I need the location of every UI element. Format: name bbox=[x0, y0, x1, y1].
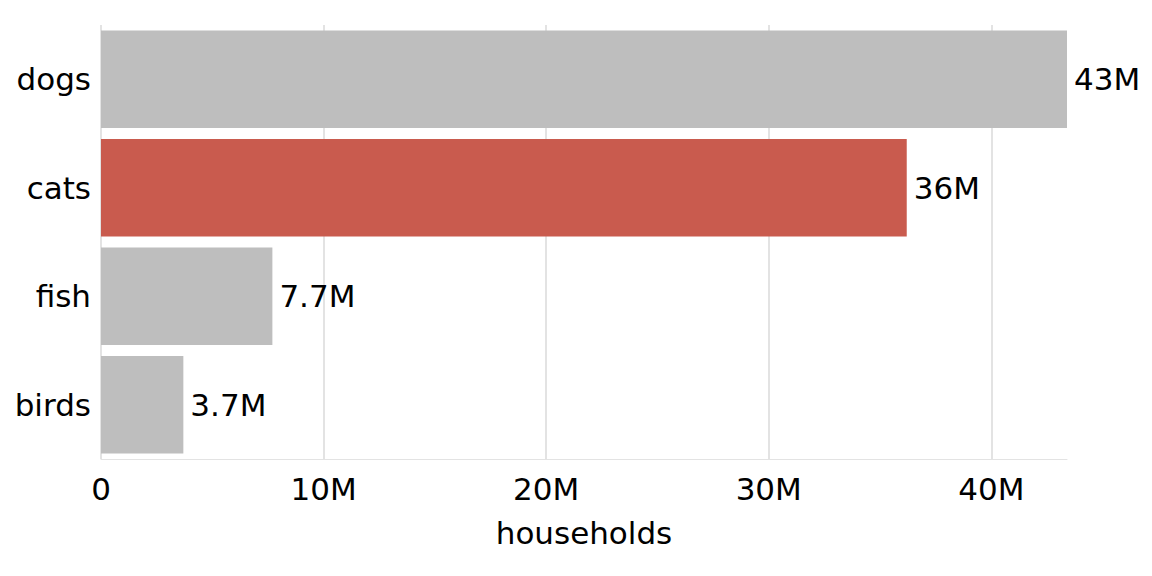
svg-text:households: households bbox=[496, 515, 673, 551]
svg-text:40M: 40M bbox=[958, 471, 1024, 507]
svg-text:7.7M: 7.7M bbox=[279, 278, 355, 314]
svg-text:birds: birds bbox=[15, 387, 91, 423]
svg-text:36M: 36M bbox=[914, 170, 980, 206]
svg-text:3.7M: 3.7M bbox=[190, 387, 266, 423]
svg-text:dogs: dogs bbox=[17, 61, 91, 97]
svg-text:0: 0 bbox=[91, 471, 111, 507]
svg-text:10M: 10M bbox=[290, 471, 356, 507]
svg-text:30M: 30M bbox=[736, 471, 802, 507]
svg-text:fish: fish bbox=[36, 278, 91, 314]
svg-text:cats: cats bbox=[27, 170, 91, 206]
svg-text:20M: 20M bbox=[513, 471, 579, 507]
svg-text:43M: 43M bbox=[1074, 61, 1140, 97]
